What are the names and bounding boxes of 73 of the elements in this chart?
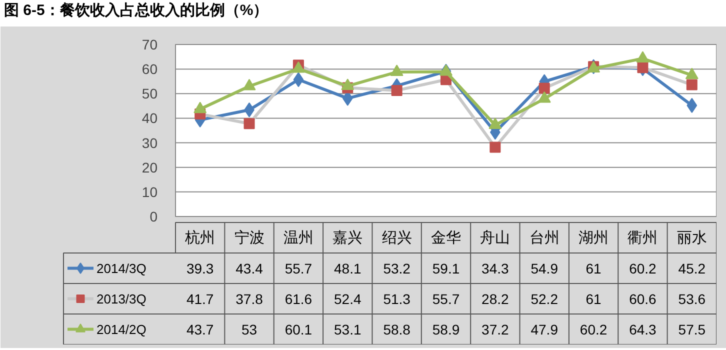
legend-label: 2014/3Q [96, 260, 146, 276]
point [538, 82, 550, 94]
data-label: 52.2 [530, 290, 558, 307]
data-label: 43.4 [236, 260, 264, 276]
y-tick-label: 10 [142, 184, 158, 200]
y-tick-label: 50 [142, 86, 158, 102]
data-label: 61 [586, 290, 602, 307]
data-label: 60.1 [284, 321, 312, 338]
point [637, 62, 648, 74]
data-label: 43.7 [186, 321, 214, 338]
x-tick-label: 金华 [430, 229, 461, 246]
legend-label: 2013/3Q [96, 291, 146, 306]
point [390, 64, 404, 76]
data-label: 48.1 [334, 260, 362, 276]
point [488, 118, 502, 130]
data-label: 57.5 [678, 321, 706, 338]
data-label: 53 [241, 321, 258, 338]
data-label: 58.9 [432, 321, 460, 338]
x-tick-label: 宁波 [234, 229, 264, 246]
data-label: 54.9 [530, 260, 558, 276]
data-label: 45.2 [678, 260, 706, 276]
data-label: 51.3 [383, 290, 411, 307]
data-label: 61.6 [284, 290, 312, 307]
point [686, 98, 698, 113]
data-label: 53.1 [334, 321, 362, 338]
data-label: 34.3 [482, 260, 510, 276]
point [538, 91, 551, 103]
data-label: 39.3 [186, 260, 214, 276]
point [244, 118, 255, 130]
point [439, 64, 452, 76]
point [341, 78, 354, 90]
point [293, 72, 304, 88]
data-label: 60.2 [629, 260, 657, 276]
data-label: 60.2 [580, 321, 608, 338]
data-label: 60.6 [629, 290, 657, 307]
point [686, 79, 698, 90]
data-label: 37.2 [482, 321, 510, 338]
x-tick-label: 温州 [283, 229, 314, 246]
data-label: 41.7 [186, 290, 214, 307]
y-tick-label: 40 [142, 110, 158, 126]
y-tick-label: 60 [142, 61, 158, 78]
data-label: 61 [586, 260, 602, 276]
y-tick-label: 70 [142, 36, 158, 52]
data-label: 47.9 [530, 321, 558, 338]
y-tick-label: 30 [142, 134, 158, 151]
point [685, 68, 698, 80]
point [242, 78, 256, 90]
x-tick-label: 湖州 [578, 229, 609, 246]
x-tick-label: 衢州 [628, 229, 658, 246]
data-label: 53.2 [383, 260, 411, 276]
data-label: 55.7 [432, 290, 460, 307]
x-tick-label: 台州 [529, 229, 560, 246]
chart-title: 图 6-5：餐饮收入占总收入的比例（%） [4, 1, 268, 21]
data-label: 53.6 [678, 290, 706, 307]
data-label: 55.7 [284, 260, 312, 276]
x-tick-label: 嘉兴 [332, 229, 363, 246]
data-label: 37.8 [236, 290, 264, 307]
point [636, 51, 650, 62]
data-label: 58.8 [383, 321, 411, 338]
legend-label: 2014/2Q [96, 322, 146, 337]
x-tick-label: 绍兴 [382, 229, 412, 246]
x-tick-label: 丽水 [676, 229, 707, 246]
y-tick-label: 20 [142, 159, 158, 176]
data-label: 28.2 [482, 290, 510, 307]
data-label: 64.3 [629, 321, 657, 338]
data-label: 59.1 [432, 260, 460, 276]
point [194, 102, 207, 114]
point [391, 84, 402, 96]
y-tick-label: 0 [150, 208, 158, 224]
data-label: 52.4 [334, 290, 362, 307]
x-tick-label: 杭州 [184, 229, 216, 246]
point [490, 142, 501, 153]
x-tick-label: 舟山 [480, 229, 510, 246]
